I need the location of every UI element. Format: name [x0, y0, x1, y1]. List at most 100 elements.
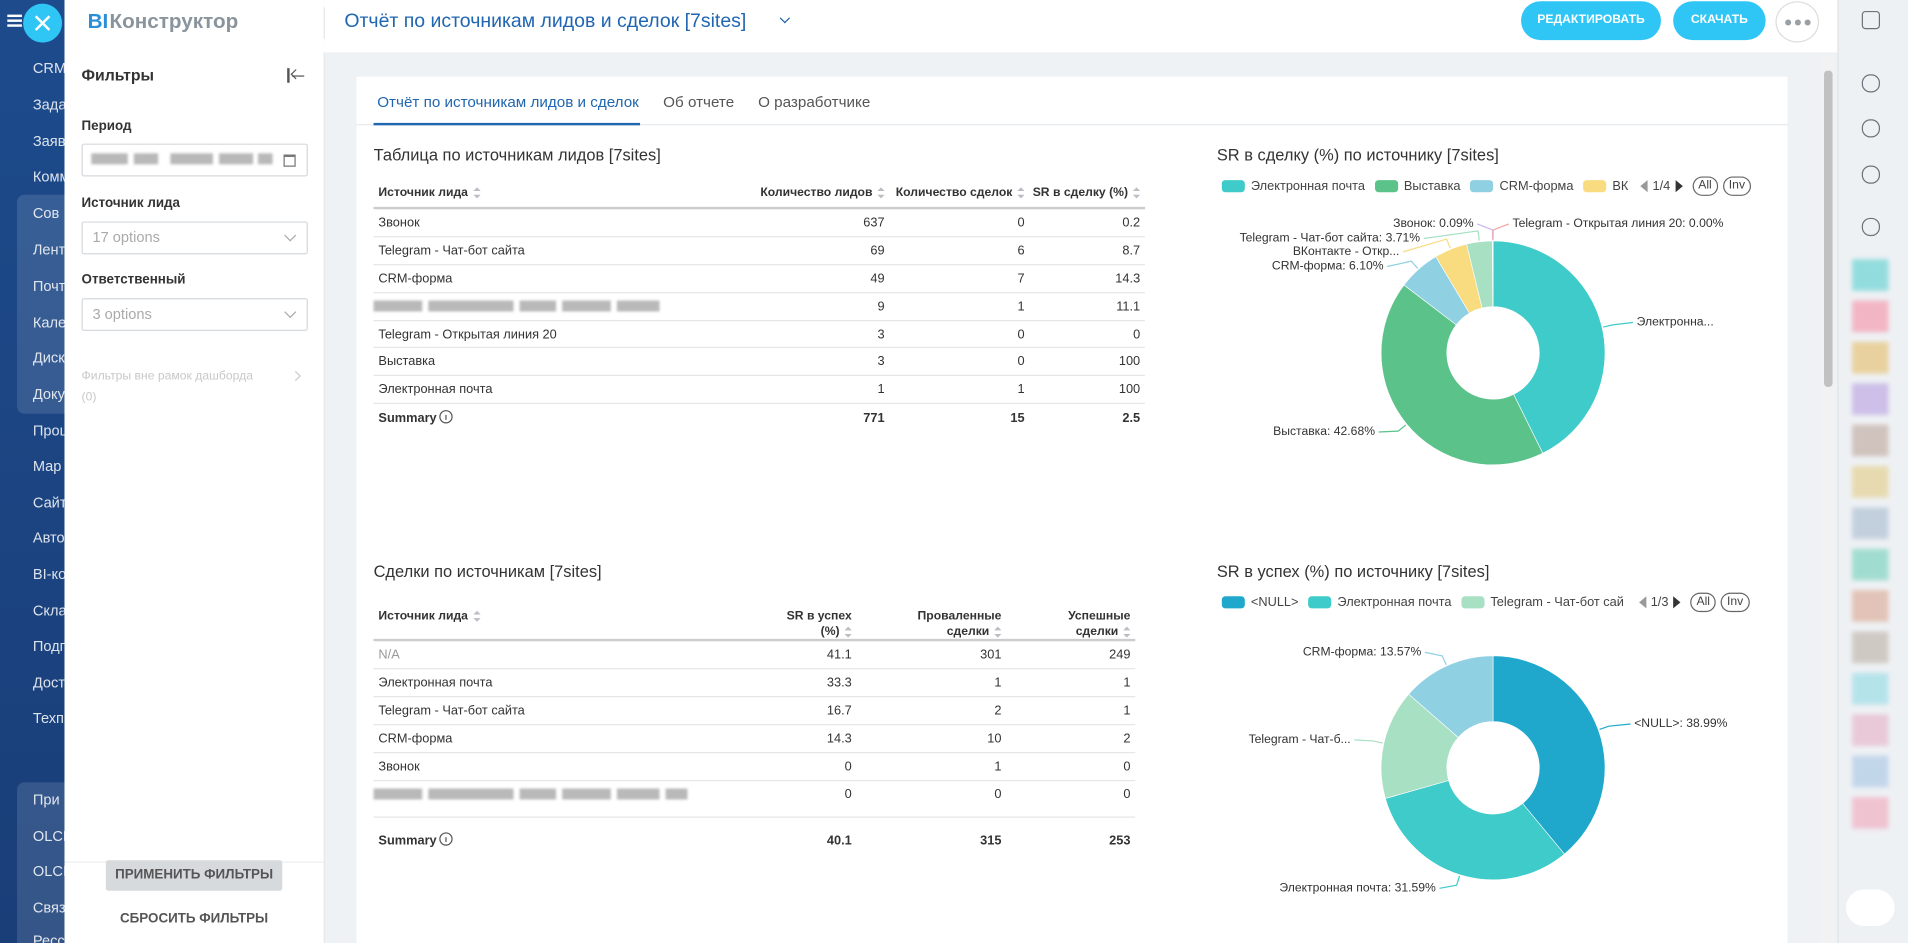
blurred-source [617, 789, 660, 800]
sort-icon[interactable] [844, 626, 851, 637]
sort-icon[interactable] [473, 187, 480, 198]
column-header[interactable]: Источник лида [378, 608, 480, 624]
collapse-icon[interactable] [287, 68, 289, 83]
column-header[interactable]: Успешные сделки [1048, 608, 1131, 640]
tab[interactable]: Отчёт по источникам лидов и сделок [377, 92, 639, 111]
contact-avatar[interactable] [1852, 383, 1889, 415]
contact-avatar[interactable] [1852, 714, 1889, 746]
contact-avatar[interactable] [1852, 425, 1889, 457]
edit-button[interactable]: РЕДАКТИРОВАТЬ [1521, 1, 1661, 40]
nav-item[interactable]: Сайт [33, 493, 67, 512]
nav-item[interactable]: OLCI [33, 862, 67, 881]
legend-item[interactable]: ВК [1583, 179, 1628, 194]
apply-button[interactable]: ПРИМЕНИТЬ ФИЛЬТРЫ [106, 860, 282, 890]
tab[interactable]: Об отчете [663, 92, 734, 111]
legend-item[interactable]: Электронная почта [1308, 595, 1451, 610]
sidebar-icon[interactable] [1862, 119, 1880, 137]
owner-value: 3 options [92, 304, 151, 323]
contact-avatar[interactable] [1852, 507, 1889, 539]
nav-item[interactable]: При [33, 790, 60, 809]
contact-avatar[interactable] [1852, 549, 1889, 581]
more-button[interactable] [1775, 1, 1819, 42]
contact-avatar[interactable] [1852, 466, 1889, 498]
legend-item[interactable]: CRM-форма [1470, 179, 1573, 194]
close-button[interactable] [23, 4, 62, 43]
column-header[interactable]: Количество лидов [739, 185, 885, 201]
contact-avatar[interactable] [1852, 673, 1889, 705]
summary-cell: Summary [378, 409, 452, 428]
nav-item[interactable]: Заяв [33, 131, 66, 150]
contact-avatar[interactable] [1852, 301, 1889, 333]
nav-item[interactable]: Кале [33, 313, 66, 332]
nav-item[interactable]: Почт [33, 276, 66, 295]
nav-item[interactable]: Диск [33, 348, 65, 367]
inv-button[interactable]: Inv [1721, 593, 1749, 612]
column-header[interactable]: Источник лида [378, 185, 480, 201]
nav-item[interactable]: BI-ко [33, 565, 66, 584]
nav-item[interactable]: Ресс [33, 931, 65, 943]
table-cell: Telegram - Чат-бот сайта [378, 241, 524, 260]
nav-item[interactable]: Подп [33, 636, 68, 655]
contact-avatar[interactable] [1852, 342, 1889, 374]
contact-avatar[interactable] [1852, 259, 1889, 291]
row-border [374, 695, 1136, 696]
report-title[interactable]: Отчёт по источникам лидов и сделок [7sit… [344, 12, 746, 31]
nav-item[interactable]: Дост [33, 673, 65, 692]
legend-item[interactable]: Электронная почта [1222, 179, 1365, 194]
info-icon[interactable] [439, 832, 452, 845]
all-button[interactable]: All [1690, 593, 1716, 612]
table-cell: 1 [1009, 673, 1131, 692]
filters-title: Фильтры [82, 66, 155, 85]
contact-avatar[interactable] [1852, 590, 1889, 622]
column-header[interactable]: SR в сделку (%) [1018, 185, 1140, 201]
sidebar-icon[interactable] [1862, 74, 1880, 92]
sort-icon[interactable] [1133, 187, 1140, 198]
nav-item[interactable]: Проц [33, 421, 68, 440]
sidebar-list-icon[interactable] [1846, 890, 1895, 927]
nav-item[interactable]: Техп [33, 708, 64, 727]
nav-item[interactable]: Авто [33, 528, 65, 547]
legend-item[interactable]: Telegram - Чат-бот сай [1461, 595, 1624, 610]
reset-button[interactable]: СБРОСИТЬ ФИЛЬТРЫ [106, 907, 282, 931]
column-header[interactable]: Количество сделок [885, 185, 1025, 201]
sidebar-icon[interactable] [1862, 11, 1880, 29]
legend-next[interactable] [1675, 180, 1682, 192]
sort-icon[interactable] [877, 187, 884, 198]
legend-item[interactable]: <NULL> [1222, 595, 1299, 610]
outside-filters[interactable]: Фильтры вне рамок дашборда [82, 367, 253, 386]
column-header[interactable]: SR в успех (%) [773, 608, 852, 640]
legend-next[interactable] [1673, 596, 1680, 608]
sidebar-icon[interactable] [1862, 165, 1880, 183]
nav-item[interactable]: Связ [33, 898, 66, 917]
row-border [374, 816, 1136, 817]
nav-item[interactable]: Лент [33, 240, 65, 259]
blurred-source [562, 301, 611, 312]
sort-icon[interactable] [1123, 626, 1130, 637]
download-button[interactable]: СКАЧАТЬ [1673, 1, 1765, 40]
info-icon[interactable] [439, 410, 452, 423]
contact-avatar[interactable] [1852, 756, 1889, 788]
nav-item[interactable]: Сов [33, 203, 59, 222]
nav-item[interactable]: CRM [33, 58, 66, 77]
nav-item[interactable]: Зада [33, 95, 67, 114]
nav-item[interactable]: Скла [33, 601, 67, 620]
sort-icon[interactable] [473, 611, 480, 622]
sort-icon[interactable] [994, 626, 1001, 637]
tab[interactable]: О разработчике [758, 92, 870, 111]
table-cell: 1 [880, 757, 1002, 776]
table-cell: 0 [730, 757, 852, 776]
column-header[interactable]: Проваленные сделки [892, 608, 1002, 640]
legend-item[interactable]: Выставка [1375, 179, 1461, 194]
table-cell: 100 [1018, 380, 1140, 399]
legend-prev[interactable] [1640, 180, 1647, 192]
contact-avatar[interactable] [1852, 797, 1889, 829]
sidebar-icon[interactable] [1862, 218, 1880, 236]
row-border [374, 667, 1136, 668]
contact-avatar[interactable] [1852, 632, 1889, 664]
all-button[interactable]: All [1692, 176, 1718, 195]
legend-prev[interactable] [1639, 596, 1646, 608]
nav-item[interactable]: Мар [33, 456, 62, 475]
inv-button[interactable]: Inv [1723, 176, 1751, 195]
nav-item[interactable]: Доку [33, 385, 65, 404]
